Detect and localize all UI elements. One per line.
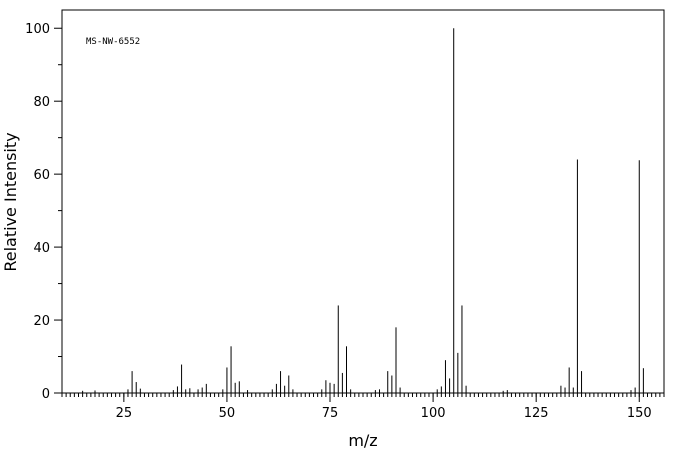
x-axis: 25 50 75 100 125 150 <box>116 393 652 421</box>
x-tick-label: 150 <box>627 406 652 421</box>
x-axis-title: m/z <box>348 431 377 450</box>
x-tick-label: 100 <box>421 406 446 421</box>
spectrum-id-annotation: MS-NW-6552 <box>86 37 140 47</box>
y-tick-label: 40 <box>33 241 50 256</box>
y-axis-title: Relative Intensity <box>1 132 20 271</box>
plot-frame <box>61 9 665 394</box>
x-tick-label: 25 <box>116 406 133 421</box>
y-tick-label: 100 <box>25 22 50 37</box>
x-tick-label: 50 <box>219 406 236 421</box>
x-minor-ticks <box>61 393 665 397</box>
y-tick-label: 80 <box>33 95 50 110</box>
x-tick-label: 125 <box>524 406 549 421</box>
y-tick-label: 60 <box>33 168 50 183</box>
y-tick-label: 0 <box>42 387 50 402</box>
y-tick-label: 20 <box>33 314 50 329</box>
x-tick-label: 75 <box>322 406 339 421</box>
peak-series <box>82 28 644 393</box>
y-axis: 0 20 40 60 80 100 <box>25 22 62 402</box>
